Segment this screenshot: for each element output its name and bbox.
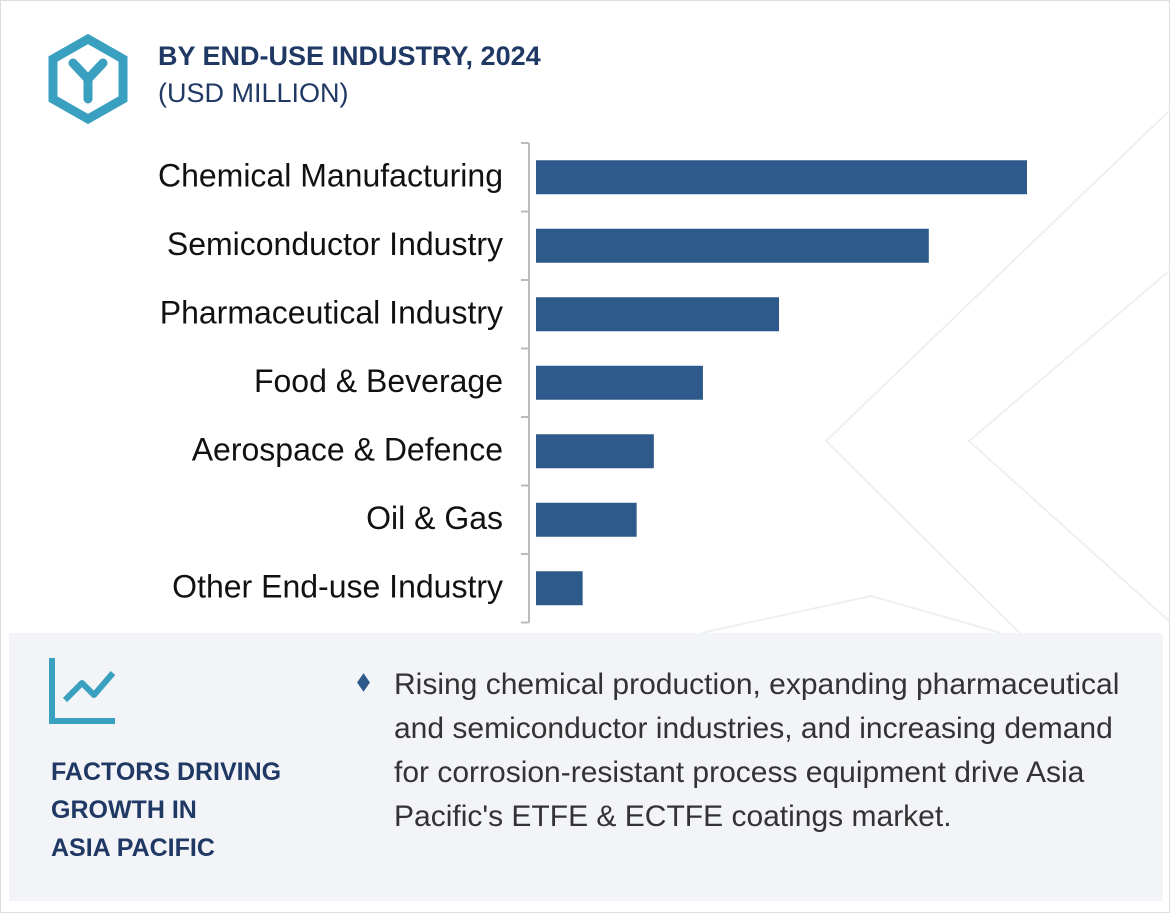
- logo: [48, 33, 128, 125]
- bar: [536, 160, 1027, 195]
- growth-icon: [49, 658, 116, 724]
- bullet-icon: [357, 673, 370, 692]
- chart: BY END-USE INDUSTRY, 2024 (USD MILLION) …: [48, 33, 1169, 782]
- heading-line: ASIA PACIFIC: [51, 834, 215, 862]
- category-label: Pharmaceutical Industry: [160, 295, 503, 331]
- category-label: Semiconductor Industry: [167, 226, 503, 262]
- factors-panel: FACTORS DRIVING GROWTH IN ASIA PACIFIC Ris…: [9, 633, 1163, 901]
- chart-title: BY END-USE INDUSTRY, 2024: [158, 41, 541, 71]
- heading-line: FACTORS DRIVING: [51, 758, 282, 786]
- category-label: Other End-use Industry: [172, 569, 503, 605]
- category-label: Chemical Manufacturing: [158, 158, 503, 194]
- factors-text: Rising chemical production, expanding ph…: [394, 668, 1120, 833]
- bar: [536, 228, 929, 263]
- bar: [536, 297, 780, 332]
- category-label: Aerospace & Defence: [192, 432, 503, 468]
- bar: [536, 571, 583, 606]
- heading-line: GROWTH IN: [51, 796, 197, 824]
- bar: [536, 502, 637, 537]
- factors-heading: FACTORS DRIVING GROWTH IN ASIA PACIFIC: [51, 753, 281, 867]
- chart-subtitle: (USD MILLION): [158, 78, 349, 108]
- bar: [536, 434, 654, 469]
- category-label: Food & Beverage: [254, 363, 503, 399]
- category-label: Oil & Gas: [366, 500, 503, 536]
- bar: [536, 365, 703, 400]
